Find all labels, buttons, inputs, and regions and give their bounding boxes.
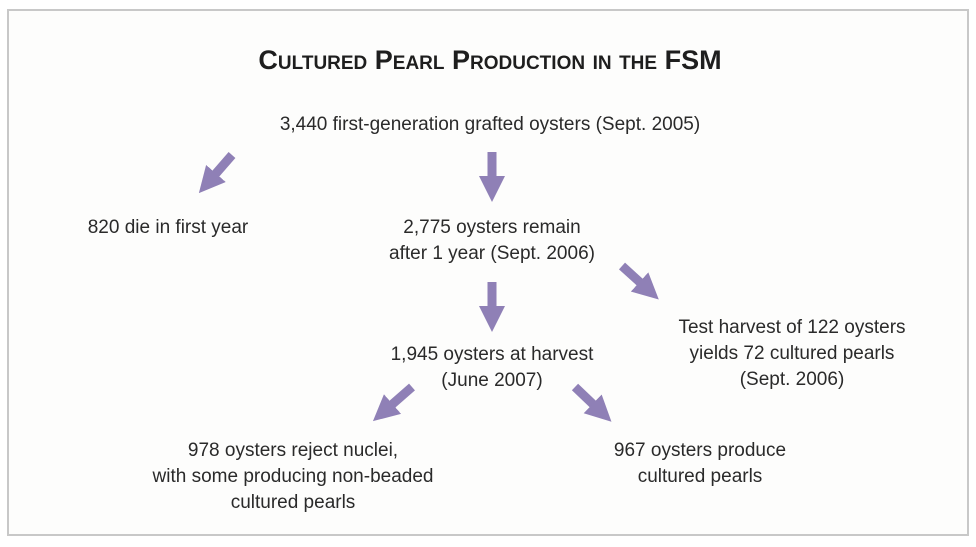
frame xyxy=(7,9,969,536)
node-text: 1,945 oysters at harvest xyxy=(391,344,594,365)
arrows xyxy=(198,152,659,422)
title: Cultured Pearl Production in the FSM xyxy=(258,45,721,75)
node-text: 2,775 oysters remain xyxy=(403,217,580,238)
node-text: cultured pearls xyxy=(231,492,356,513)
arrow xyxy=(618,262,659,300)
node-text: yields 72 cultured pearls xyxy=(690,343,895,364)
node-text: Test harvest of 122 oysters xyxy=(678,317,905,338)
arrow xyxy=(372,383,415,422)
node-text: with some producing non-beaded xyxy=(152,466,434,487)
node-text: 978 oysters reject nuclei, xyxy=(188,440,398,461)
node-text: (Sept. 2006) xyxy=(740,369,845,390)
arrow xyxy=(198,152,236,194)
node-text: cultured pearls xyxy=(638,466,763,487)
node-text: after 1 year (Sept. 2006) xyxy=(389,243,595,264)
arrow xyxy=(571,383,612,422)
node-text: 967 oysters produce xyxy=(614,440,786,461)
node-text: 820 die in first year xyxy=(88,217,249,238)
node-text: (June 2007) xyxy=(441,370,542,391)
node-text: 3,440 first-generation grafted oysters (… xyxy=(280,114,700,135)
